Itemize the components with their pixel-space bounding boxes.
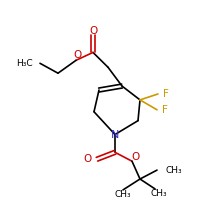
Text: F: F xyxy=(162,105,168,115)
Text: O: O xyxy=(131,152,139,162)
Text: CH₃: CH₃ xyxy=(165,166,182,175)
Text: H₃C: H₃C xyxy=(16,59,33,68)
Text: N: N xyxy=(111,130,119,140)
Text: O: O xyxy=(89,26,97,36)
Text: F: F xyxy=(163,89,169,99)
Text: O: O xyxy=(73,50,81,60)
Text: CH₃: CH₃ xyxy=(115,190,131,199)
Text: CH₃: CH₃ xyxy=(151,189,167,198)
Text: O: O xyxy=(84,154,92,164)
